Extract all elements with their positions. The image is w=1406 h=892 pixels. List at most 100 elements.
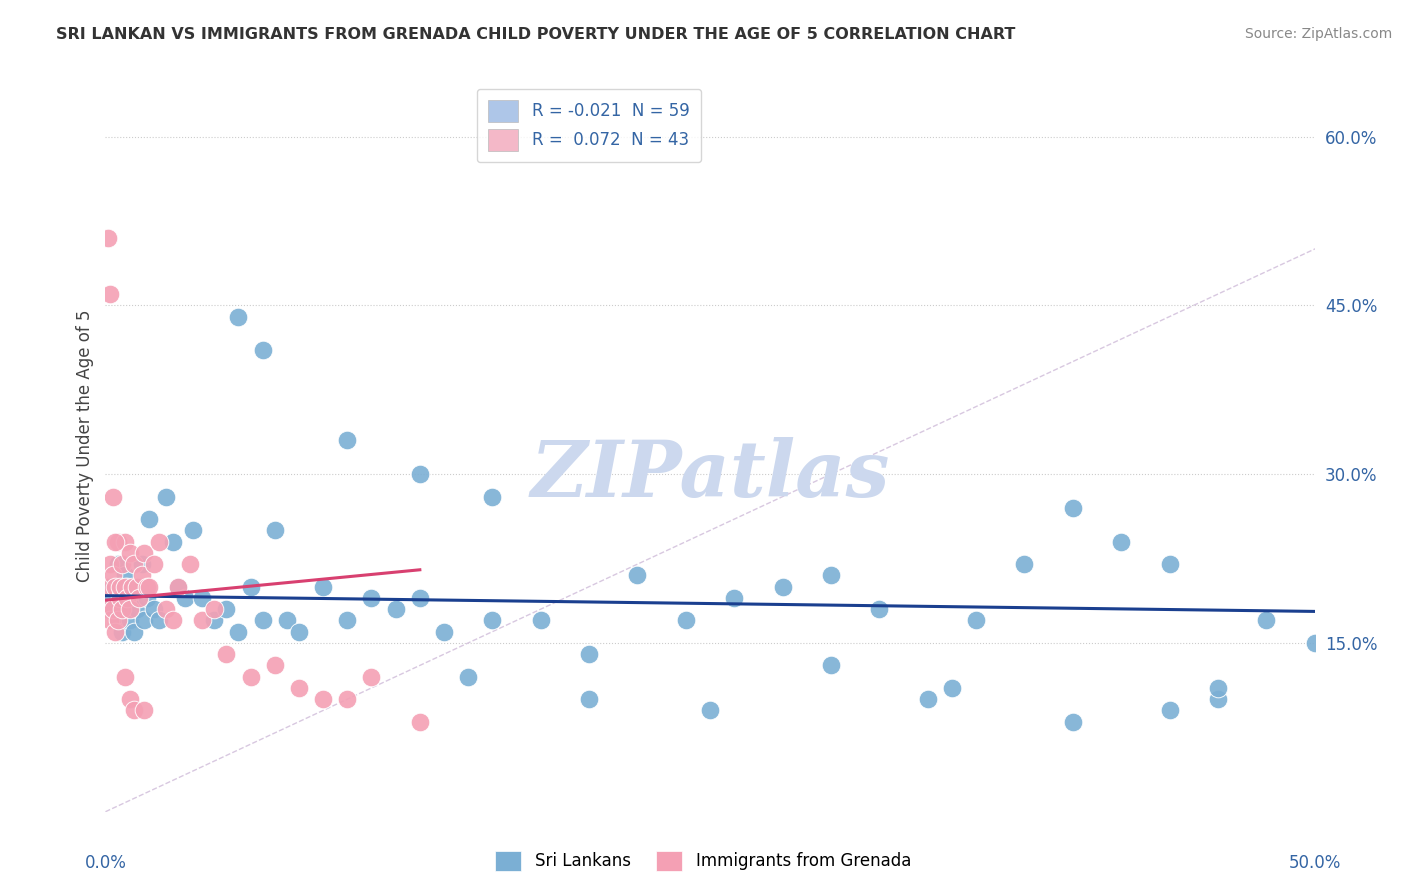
Point [239,670,262,684]
Point [107,557,129,571]
Point [148,614,170,628]
Point [239,580,262,594]
Point [578,647,600,661]
Point [135,580,157,594]
Point [97,231,120,245]
Point [118,614,141,628]
Point [114,534,136,549]
Point [675,614,697,628]
Point [336,434,359,448]
Point [128,580,150,594]
Point [263,524,285,538]
Point [409,467,432,482]
Point [131,568,153,582]
Point [124,557,146,571]
Point [868,602,890,616]
Point [626,568,648,582]
Point [179,557,201,571]
Point [723,591,745,605]
Point [167,580,190,594]
Point [104,580,127,594]
Point [215,647,238,661]
Point [384,602,406,616]
Point [134,614,156,628]
Point [162,534,184,549]
Point [148,534,170,549]
Point [578,692,600,706]
Point [1256,614,1278,628]
Point [336,692,359,706]
Point [252,614,274,628]
Point [409,591,432,605]
Point [111,557,134,571]
Point [118,602,141,616]
Point [138,580,160,594]
Text: 50.0%: 50.0% [1288,854,1341,872]
Point [134,703,156,717]
Point [202,614,225,628]
Point [125,580,148,594]
Point [215,602,238,616]
Point [820,568,842,582]
Point [115,591,138,605]
Point [124,703,146,717]
Point [228,624,250,639]
Point [104,534,127,549]
Point [101,490,124,504]
Text: 0.0%: 0.0% [84,854,127,872]
Point [174,591,197,605]
Point [108,580,131,594]
Text: Source: ZipAtlas.com: Source: ZipAtlas.com [1244,27,1392,41]
Point [107,534,129,549]
Point [1109,534,1132,549]
Point [941,681,963,695]
Point [121,580,143,594]
Point [1062,714,1084,729]
Point [1014,557,1036,571]
Point [131,557,153,571]
Text: SRI LANKAN VS IMMIGRANTS FROM GRENADA CHILD POVERTY UNDER THE AGE OF 5 CORRELATI: SRI LANKAN VS IMMIGRANTS FROM GRENADA CH… [56,27,1015,42]
Point [124,624,146,639]
Point [142,602,165,616]
Point [101,568,124,582]
Text: ZIPatlas: ZIPatlas [530,437,890,514]
Point [288,681,311,695]
Point [134,546,156,560]
Point [115,580,138,594]
Point [114,602,136,616]
Point [699,703,721,717]
Point [1303,636,1326,650]
Point [97,602,120,616]
Point [1159,703,1181,717]
Point [114,580,136,594]
Legend: Sri Lankans, Immigrants from Grenada: Sri Lankans, Immigrants from Grenada [486,842,920,880]
Point [409,714,432,729]
Point [128,591,150,605]
Point [202,602,225,616]
Point [312,692,335,706]
Point [360,591,382,605]
Point [114,670,136,684]
Point [1159,557,1181,571]
Point [104,624,127,639]
Point [530,614,553,628]
Point [191,614,214,628]
Point [142,557,165,571]
Legend: R = -0.021  N = 59, R =  0.072  N = 43: R = -0.021 N = 59, R = 0.072 N = 43 [477,88,702,162]
Point [288,624,311,639]
Point [98,591,121,605]
Point [121,591,143,605]
Point [228,310,250,324]
Point [107,614,129,628]
Point [108,591,131,605]
Point [125,602,148,616]
Point [101,602,124,616]
Point [118,692,141,706]
Point [917,692,939,706]
Point [360,670,382,684]
Point [263,658,285,673]
Point [111,602,134,616]
Point [181,524,204,538]
Point [98,614,121,628]
Point [481,614,503,628]
